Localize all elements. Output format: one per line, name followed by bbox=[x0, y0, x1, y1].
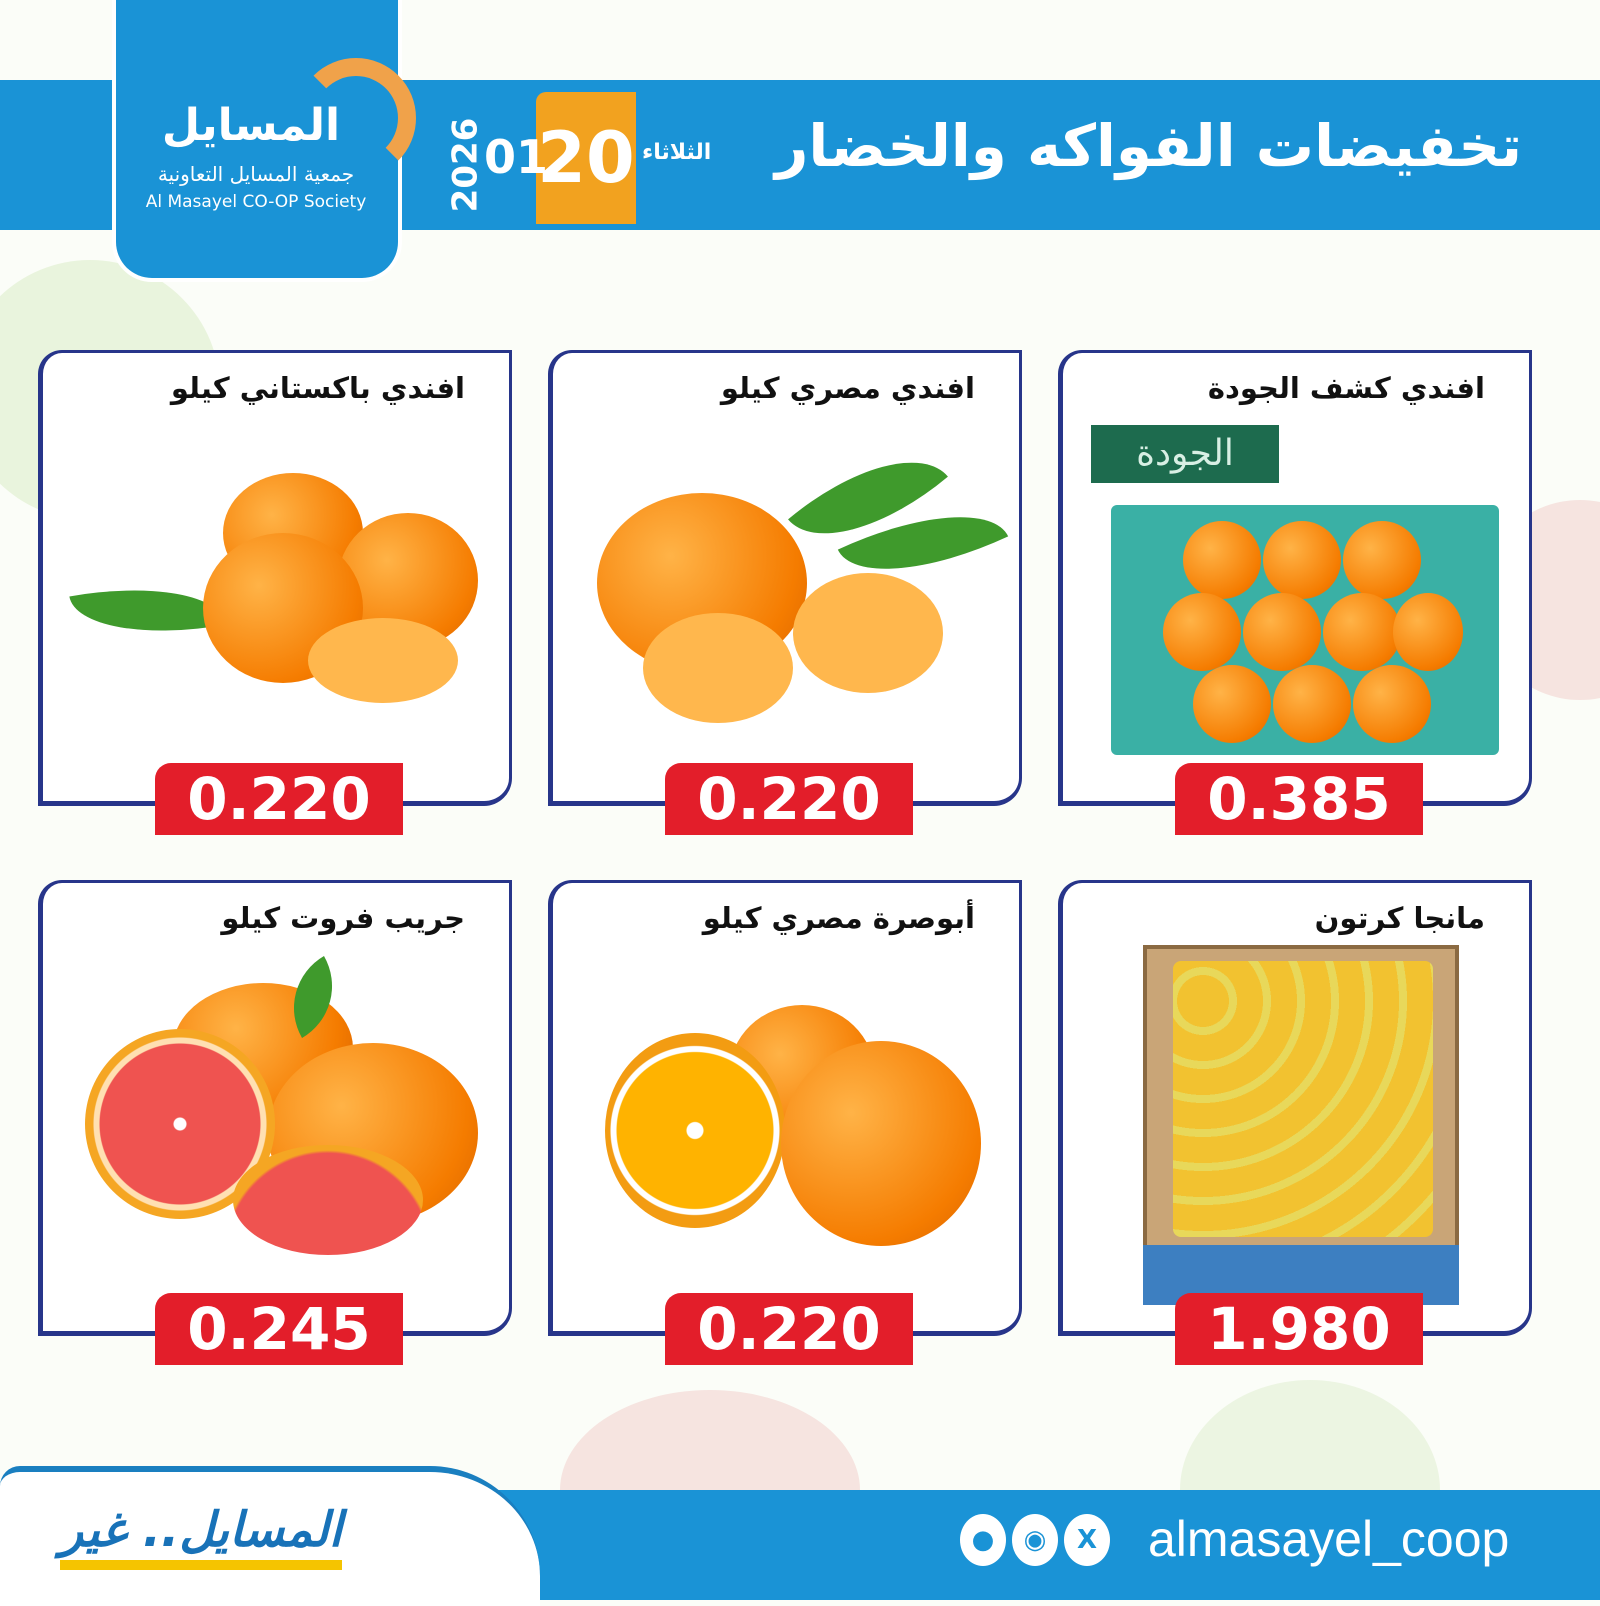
product-image bbox=[643, 613, 793, 723]
product-card[interactable]: جريب فروت كيلو 0.245 bbox=[38, 880, 512, 1365]
product-image bbox=[1173, 961, 1433, 1237]
product-image bbox=[1343, 521, 1421, 599]
logo-arabic-name: المسايل bbox=[161, 100, 341, 151]
page-title: تخفيضات الفواكه والخضار bbox=[775, 112, 1522, 180]
instagram-icon[interactable]: ◉ bbox=[1012, 1514, 1058, 1566]
product-name: مانجا كرتون bbox=[1314, 901, 1485, 935]
date-month: 01 bbox=[484, 130, 549, 184]
product-image bbox=[1243, 593, 1321, 671]
slogan: المسايل.. غير bbox=[60, 1500, 343, 1570]
price-tag: 0.245 bbox=[155, 1293, 403, 1365]
product-name: جريب فروت كيلو bbox=[221, 901, 465, 935]
date-year: 2026 bbox=[445, 117, 486, 213]
product-image bbox=[1183, 521, 1261, 599]
price-tag: 1.980 bbox=[1175, 1293, 1423, 1365]
logo-english-name: Al Masayel CO-OP Society bbox=[145, 192, 367, 212]
product-card[interactable]: افندي باكستاني كيلو 0.220 bbox=[38, 350, 512, 835]
product-card[interactable]: أبوصرة مصري كيلو 0.220 bbox=[548, 880, 1022, 1365]
product-image bbox=[1163, 593, 1241, 671]
product-image bbox=[1193, 665, 1271, 743]
price-tag: 0.220 bbox=[665, 763, 913, 835]
product-image bbox=[793, 573, 943, 693]
product-name: أبوصرة مصري كيلو bbox=[702, 901, 975, 935]
snapchat-icon[interactable]: ● bbox=[960, 1514, 1006, 1566]
social-icons: ● ◉ X bbox=[960, 1514, 1110, 1566]
product-image bbox=[1273, 665, 1351, 743]
footer-slogan-tab bbox=[0, 1466, 540, 1606]
date-day: 20 bbox=[536, 92, 636, 224]
product-image bbox=[1353, 665, 1431, 743]
quality-label: الجودة bbox=[1091, 425, 1279, 483]
logo-arabic-full: جمعية المسايل التعاونية bbox=[157, 162, 355, 186]
product-name: افندي مصري كيلو bbox=[720, 371, 975, 405]
product-card[interactable]: مانجا كرتون 1.980 bbox=[1058, 880, 1532, 1365]
product-image bbox=[233, 1145, 423, 1255]
product-image bbox=[1323, 593, 1401, 671]
product-image bbox=[605, 1033, 785, 1228]
product-image bbox=[781, 1041, 981, 1246]
product-card[interactable]: افندي مصري كيلو 0.220 bbox=[548, 350, 1022, 835]
logo: المسايل جمعية المسايل التعاونية Al Masay… bbox=[112, 0, 416, 282]
product-card[interactable]: افندي كشف الجودة الجودة 0.385 bbox=[1058, 350, 1532, 835]
price-tag: 0.220 bbox=[155, 763, 403, 835]
day-label: الثلاثاء bbox=[642, 140, 712, 165]
product-image bbox=[1393, 593, 1463, 671]
product-image bbox=[308, 618, 458, 703]
social-handle[interactable]: almasayel_coop bbox=[1148, 1511, 1510, 1567]
product-name: افندي باكستاني كيلو bbox=[170, 371, 465, 405]
product-image bbox=[1263, 521, 1341, 599]
product-name: افندي كشف الجودة bbox=[1207, 371, 1485, 405]
x-icon[interactable]: X bbox=[1064, 1514, 1110, 1566]
price-tag: 0.385 bbox=[1175, 763, 1423, 835]
price-tag: 0.220 bbox=[665, 1293, 913, 1365]
